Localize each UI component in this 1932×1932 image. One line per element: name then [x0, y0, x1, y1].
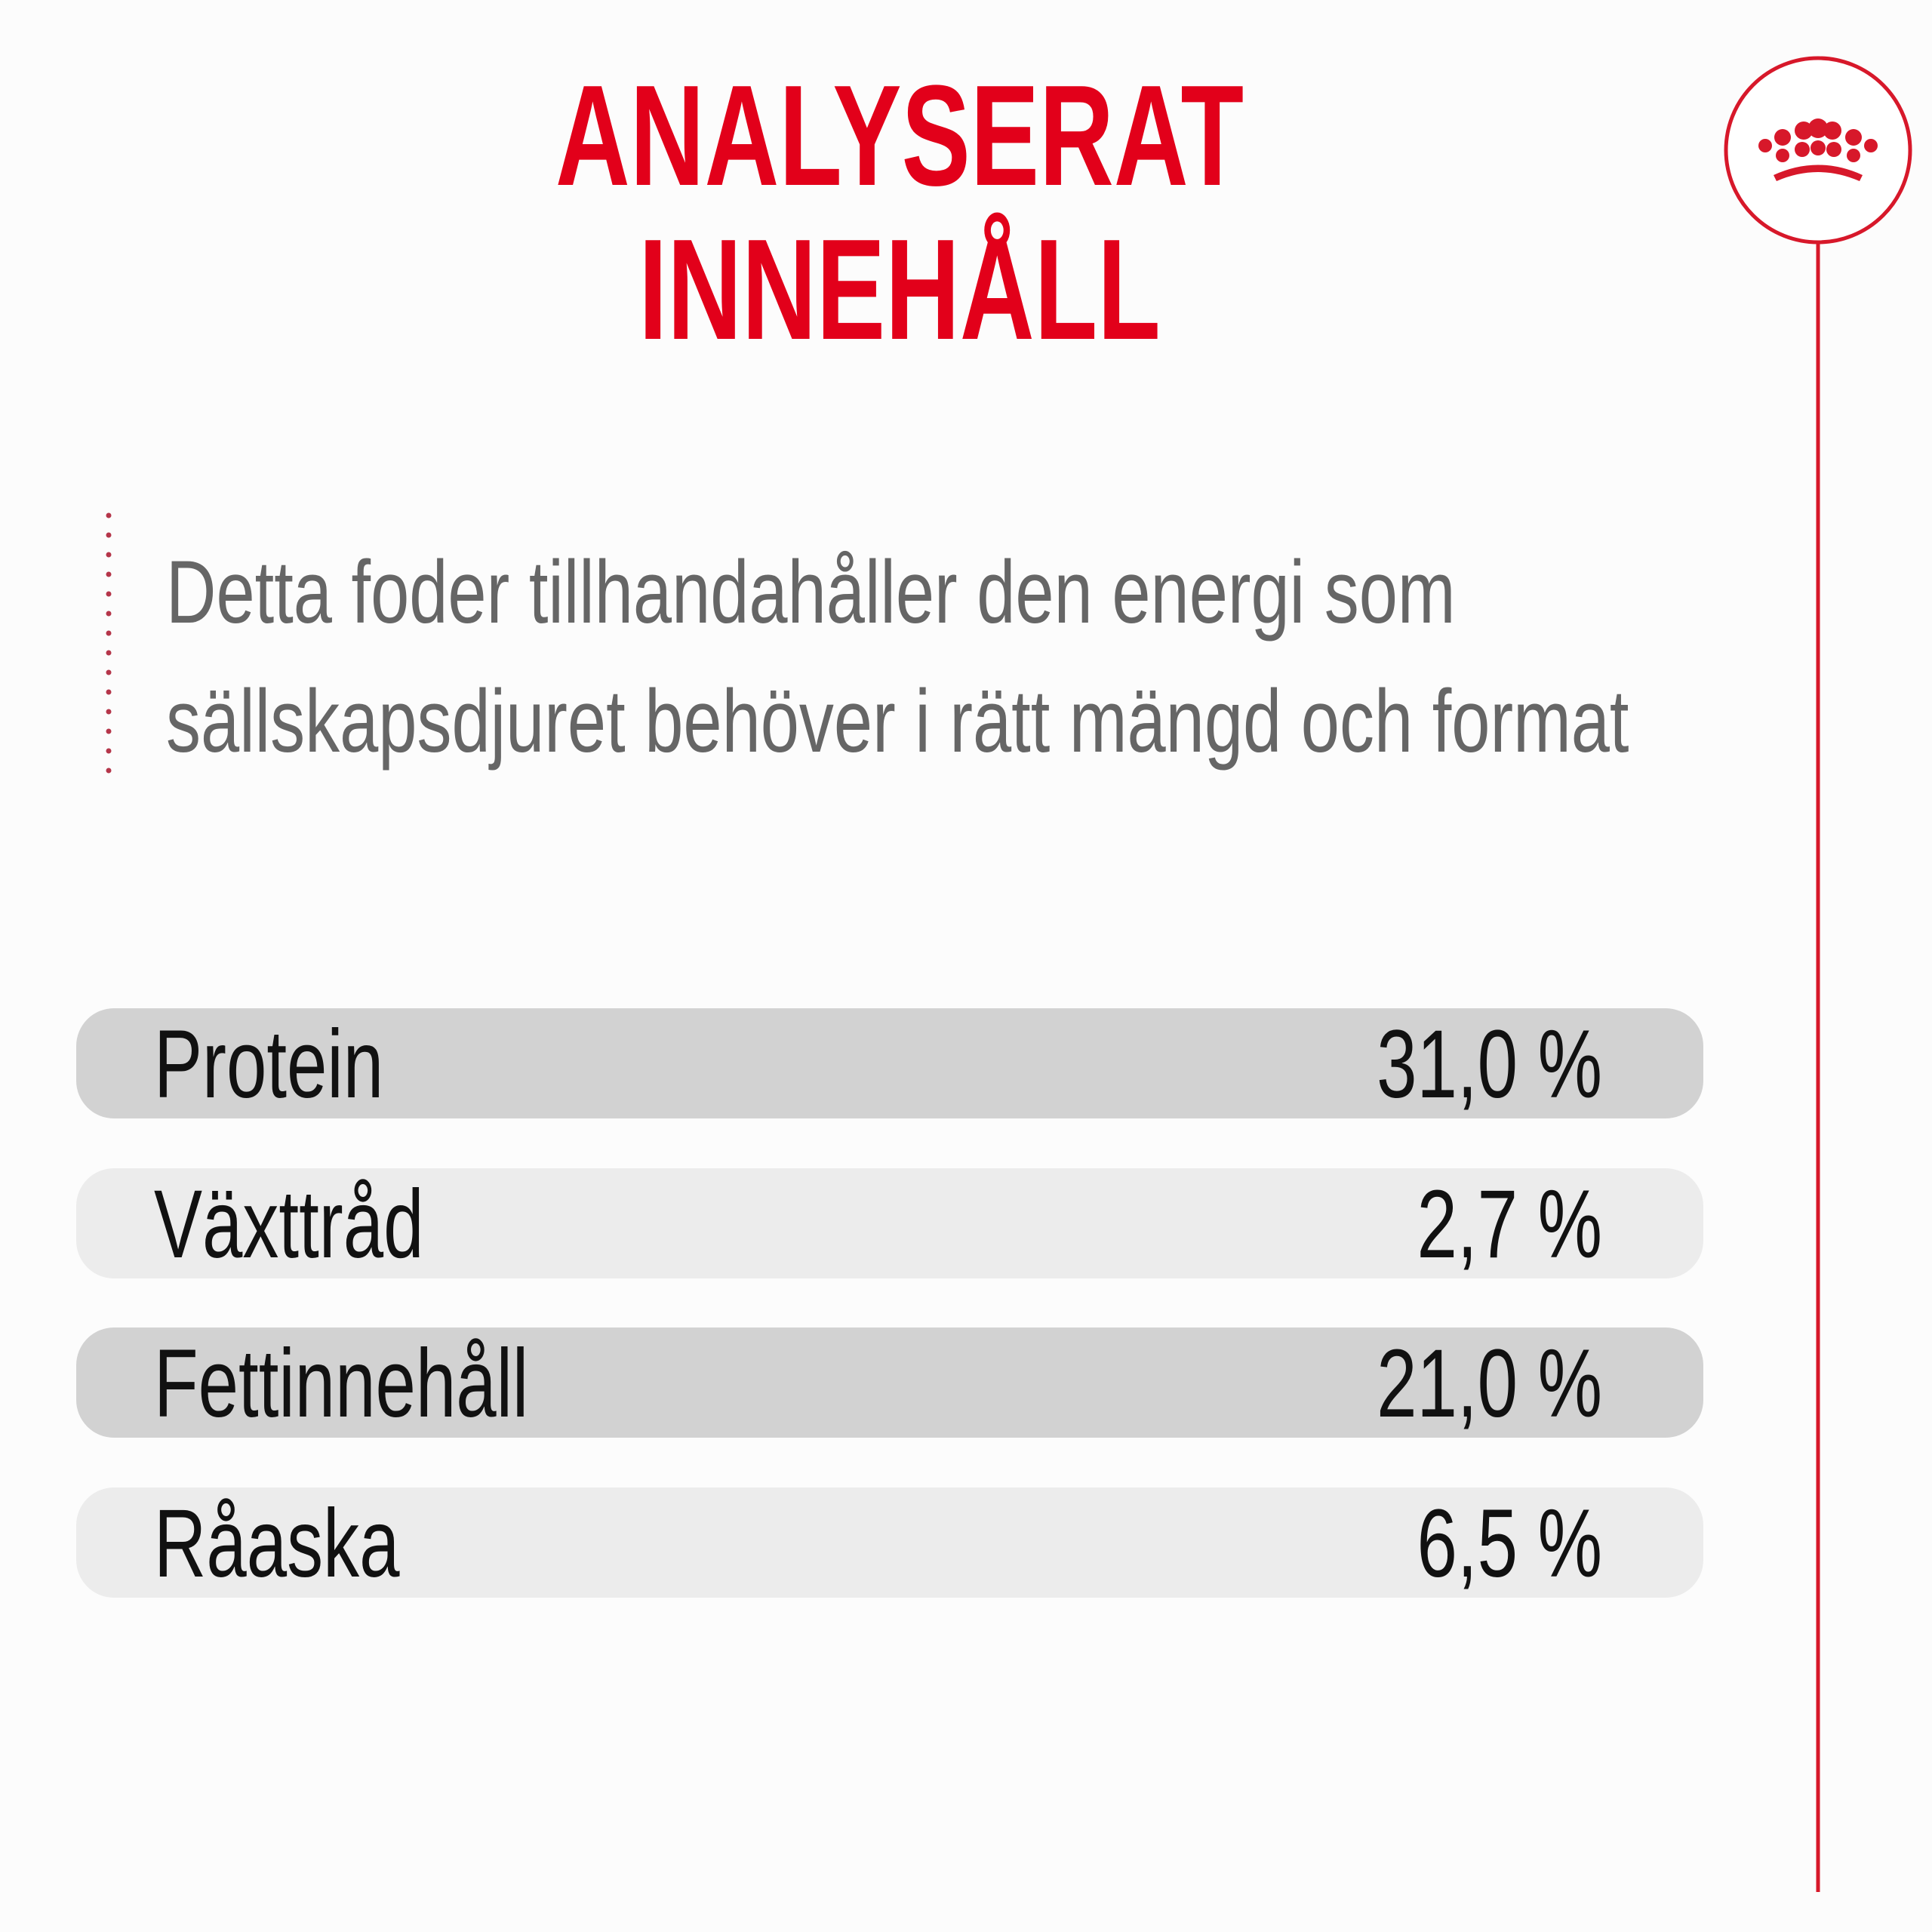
row-label: Protein — [154, 1011, 383, 1118]
table-row: Protein 31,0 % — [76, 1008, 1703, 1118]
description: Detta foder tillhandahåller den energi s… — [166, 543, 1456, 642]
cell-wrap: Växttråd — [154, 1171, 423, 1278]
row-background — [76, 1168, 1703, 1278]
crown-icon — [1758, 118, 1878, 181]
description: sällskapsdjuret behöver i rätt mängd och… — [166, 672, 1629, 771]
cell-wrap: Fettinnehåll — [154, 1330, 528, 1438]
row-value: 6,5 % — [1417, 1490, 1602, 1598]
cell-wrap: 31,0 % — [1377, 1011, 1602, 1118]
row-value: 31,0 % — [1377, 1011, 1602, 1118]
cell-wrap: Råaska — [154, 1490, 400, 1598]
cell-wrap: 21,0 % — [1377, 1330, 1602, 1438]
desc-line: sällskapsdjuret behöver i rätt mängd och… — [166, 672, 1629, 771]
row-background — [76, 1327, 1703, 1438]
table: Protein 31,0 % Växttråd 2,7 % Fettinnehåll 21… — [76, 1008, 1703, 1598]
title: ANALYSERAT — [555, 56, 1244, 216]
row-background — [76, 1008, 1703, 1118]
table-row: Råaska 6,5 % — [76, 1487, 1703, 1598]
title-line: ANALYSERAT — [555, 56, 1244, 216]
row-label: Fettinnehåll — [154, 1330, 528, 1438]
title: INNEHÅLL — [638, 210, 1161, 370]
row-label: Råaska — [154, 1490, 400, 1598]
cell-wrap: 6,5 % — [1417, 1490, 1602, 1598]
title-line: INNEHÅLL — [638, 210, 1161, 370]
row-value: 2,7 % — [1417, 1171, 1602, 1278]
cell-wrap: Protein — [154, 1011, 383, 1118]
row-label: Växttråd — [154, 1171, 423, 1278]
row-value: 21,0 % — [1377, 1330, 1602, 1438]
desc-line: Detta foder tillhandahåller den energi s… — [166, 543, 1456, 642]
table-row: Fettinnehåll 21,0 % — [76, 1327, 1703, 1438]
table-row: Växttråd 2,7 % — [76, 1168, 1703, 1278]
row-background — [76, 1487, 1703, 1598]
cell-wrap: 2,7 % — [1417, 1171, 1602, 1278]
